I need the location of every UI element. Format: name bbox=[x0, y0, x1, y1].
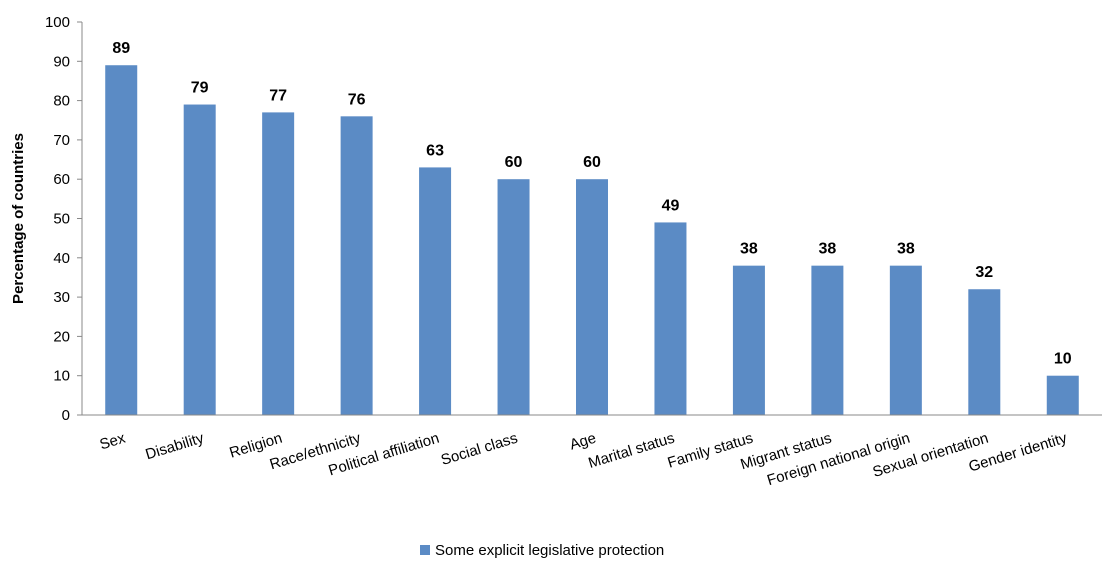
bar-value-label: 60 bbox=[583, 154, 601, 171]
bar-value-label: 38 bbox=[818, 241, 836, 258]
legend-label: Some explicit legislative protection bbox=[435, 542, 664, 559]
x-category-label: Social class bbox=[439, 430, 520, 469]
x-category-label: Age bbox=[568, 430, 599, 454]
y-tick-label: 10 bbox=[53, 368, 70, 385]
bar-value-label: 38 bbox=[740, 241, 758, 258]
bar bbox=[340, 116, 373, 415]
bar bbox=[889, 265, 922, 415]
bar bbox=[1046, 375, 1079, 415]
bar-value-label: 77 bbox=[269, 87, 287, 104]
bar-value-label: 10 bbox=[1054, 351, 1072, 368]
x-category-label: Marital status bbox=[586, 430, 676, 472]
bar-value-label: 49 bbox=[662, 197, 680, 214]
bar-value-label: 89 bbox=[112, 40, 130, 57]
bar-value-label: 79 bbox=[191, 80, 209, 97]
bar bbox=[262, 112, 295, 415]
x-axis-category-labels: Sex Disability ReligionRace/ethnicityPolit… bbox=[98, 429, 1070, 489]
y-tick-label: 90 bbox=[53, 53, 70, 70]
y-tick-label: 100 bbox=[45, 14, 70, 31]
legend-swatch bbox=[420, 545, 430, 555]
y-tick-label: 40 bbox=[53, 250, 70, 267]
x-category-label: Disability bbox=[143, 429, 206, 463]
bar-value-label: 76 bbox=[348, 91, 366, 108]
y-tick-label: 0 bbox=[62, 407, 70, 424]
legend: Some explicit legislative protection bbox=[420, 542, 664, 559]
bar bbox=[105, 65, 138, 415]
bar bbox=[811, 265, 844, 415]
y-axis-title: Percentage of countries bbox=[10, 133, 27, 304]
bars bbox=[105, 65, 1079, 415]
bar bbox=[183, 104, 216, 415]
y-tick-label: 20 bbox=[53, 328, 70, 345]
bar-value-label: 38 bbox=[897, 241, 915, 258]
data-labels: 89 79 77 76 63 60 60 49 38 38 38 32 10 bbox=[112, 40, 1071, 367]
bar-value-label: 63 bbox=[426, 142, 444, 159]
y-tick-label: 60 bbox=[53, 171, 70, 188]
bar bbox=[419, 167, 452, 415]
y-axis-ticks: 0 10 20 30 40 50 60 70 80 90 100 bbox=[45, 14, 82, 424]
y-tick-label: 30 bbox=[53, 289, 70, 306]
bar bbox=[732, 265, 765, 415]
y-tick-label: 70 bbox=[53, 132, 70, 149]
bar-value-label: 60 bbox=[505, 154, 523, 171]
x-category-label: Sex bbox=[98, 429, 128, 453]
bar bbox=[968, 289, 1001, 415]
bar bbox=[497, 179, 530, 415]
bar bbox=[576, 179, 608, 415]
bar bbox=[654, 222, 687, 415]
y-tick-label: 80 bbox=[53, 93, 70, 110]
bar-value-label: 32 bbox=[975, 264, 993, 281]
y-tick-label: 50 bbox=[53, 211, 70, 228]
